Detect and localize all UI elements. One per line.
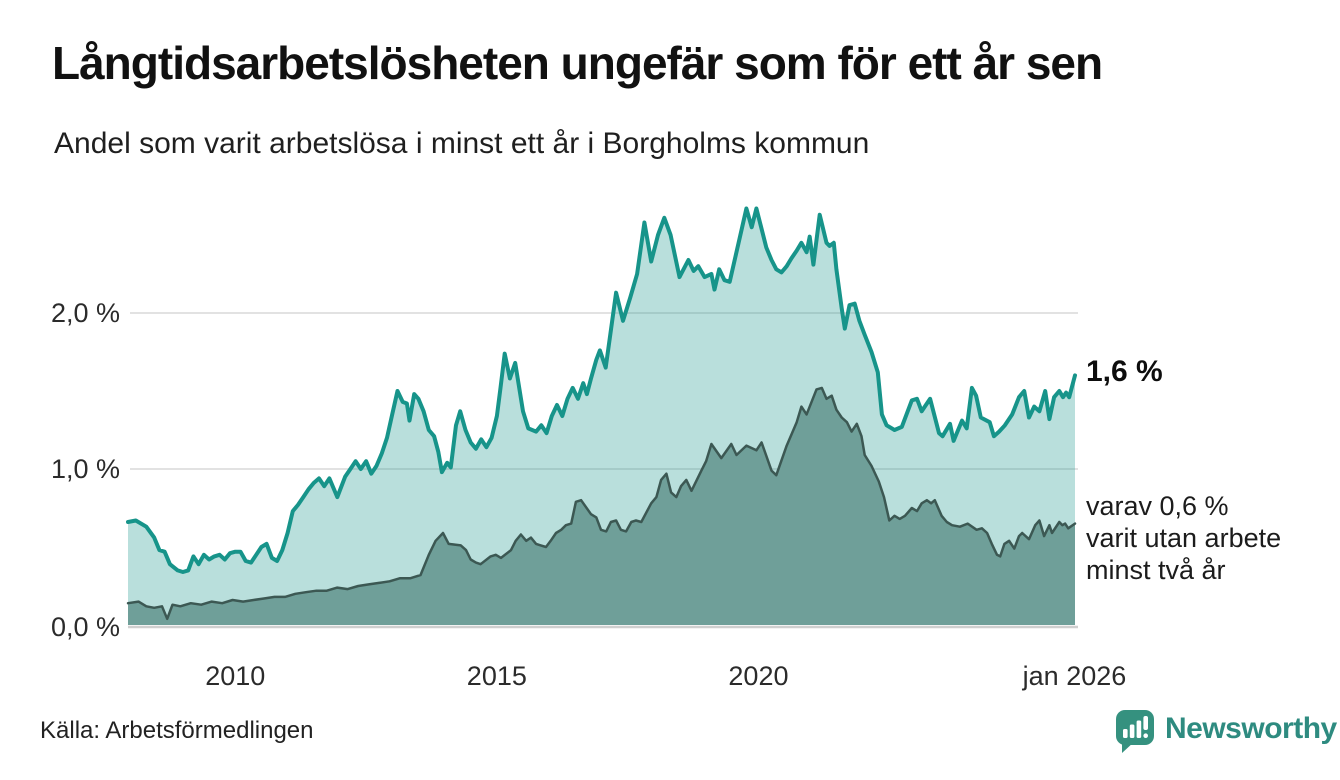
newsworthy-logo-icon — [1116, 710, 1154, 753]
x-axis-tick-label: 2015 — [466, 661, 527, 691]
y-axis-tick-label: 0,0 % — [50, 612, 120, 642]
latest-value-label: 1,6 % — [1086, 355, 1163, 388]
y-axis-tick-label: 2,0 % — [50, 298, 120, 328]
area-unemployed-two-years — [128, 387, 1075, 625]
chart-subtitle: Andel som varit arbetslösa i minst ett å… — [54, 127, 870, 160]
source-credit: Källa: Arbetsförmedlingen — [40, 717, 314, 744]
series-line-unemployed-two-years — [126, 386, 1077, 621]
y-axis-tick-label: 1,0 % — [50, 454, 120, 484]
annotation-line: varit utan arbete — [1086, 523, 1282, 553]
secondary-series-annotation: varav 0,6 % varit utan arbete minst två … — [1086, 490, 1281, 586]
x-axis-tick-label: 2010 — [205, 661, 266, 691]
newsworthy-branding: Newsworthy — [1114, 708, 1337, 754]
x-axis-tick-label: 2020 — [728, 661, 789, 691]
page-title: Långtidsarbetslösheten ungefär som för e… — [52, 37, 1103, 89]
annotation-line: minst två år — [1086, 555, 1226, 585]
newsworthy-wordmark: Newsworthy — [1165, 712, 1337, 745]
annotation-line: varav 0,6 % — [1086, 491, 1229, 521]
x-axis-tick-label: jan 2026 — [1022, 661, 1127, 691]
series-line-unemployed-one-year — [126, 206, 1077, 574]
